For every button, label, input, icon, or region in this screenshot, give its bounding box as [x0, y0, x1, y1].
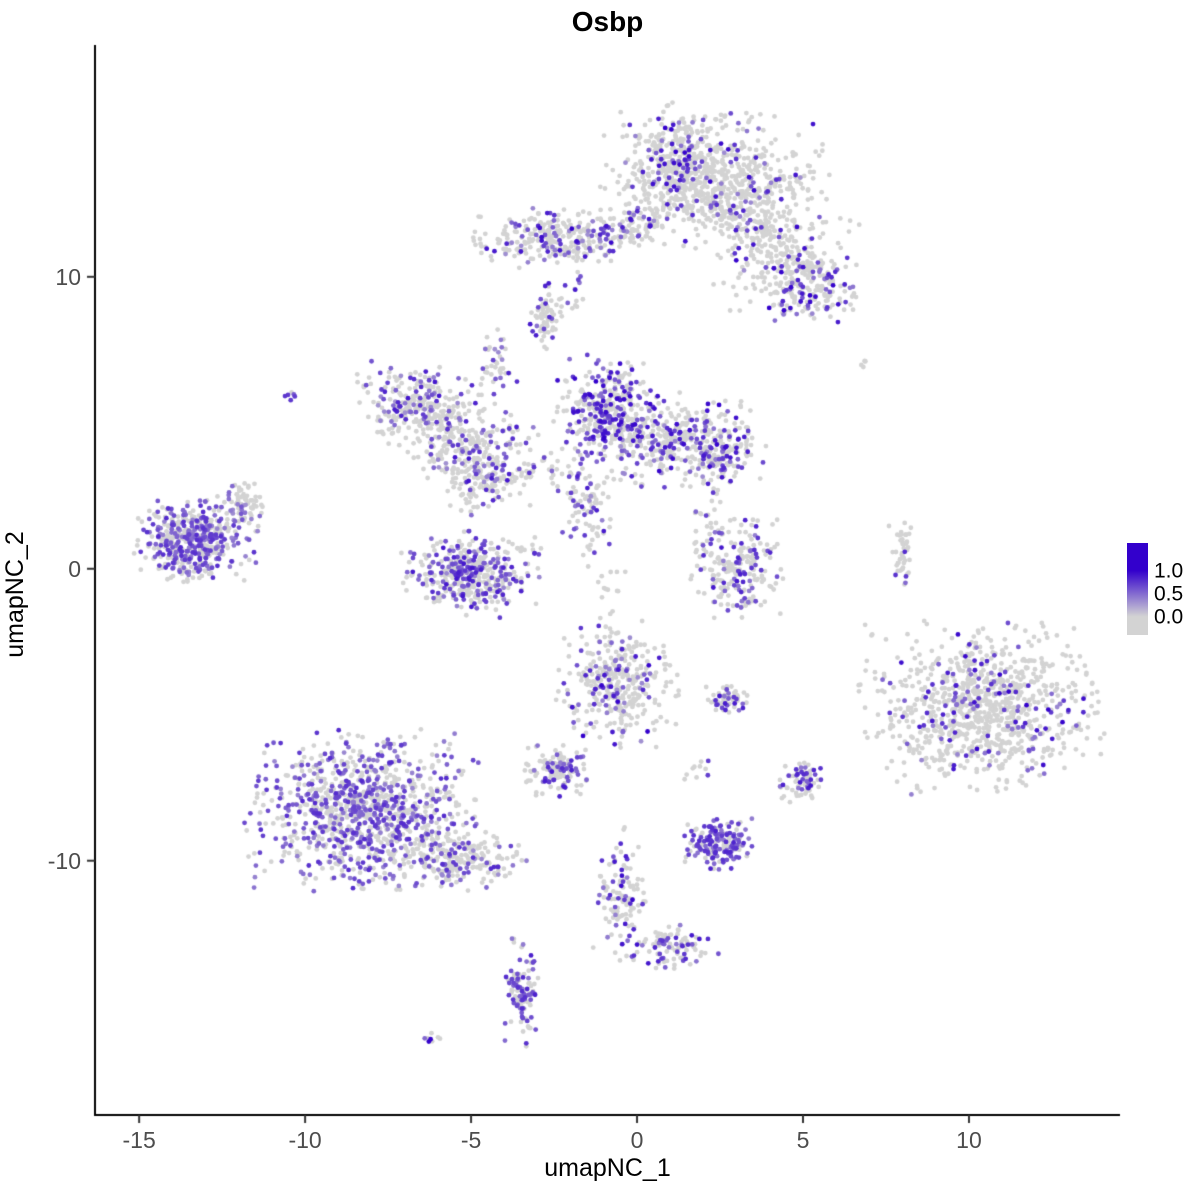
legend-gradient-bar: [1127, 543, 1148, 635]
legend-tick-label: 0.5: [1154, 582, 1184, 606]
x-axis-title: umapNC_1: [544, 1154, 671, 1182]
y-axis-title: umapNC_2: [1, 531, 29, 658]
x-tick-label: -10: [288, 1127, 322, 1153]
legend-tick-label: 1.0: [1154, 559, 1184, 583]
x-tick-label: 10: [956, 1127, 982, 1153]
legend-tick-label: 0.0: [1154, 605, 1184, 629]
x-tick-label: 0: [630, 1127, 644, 1153]
y-tick-label: -10: [47, 847, 81, 874]
plot-title: Osbp: [571, 6, 644, 37]
x-tick-label: -15: [122, 1127, 156, 1153]
expression-legend: 1.0 0.5 0.0: [1127, 543, 1183, 635]
y-tick-label: 0: [68, 555, 81, 582]
x-tick-label: 5: [796, 1127, 810, 1153]
y-tick-label: 10: [55, 263, 81, 290]
x-tick-label: -5: [460, 1127, 482, 1153]
